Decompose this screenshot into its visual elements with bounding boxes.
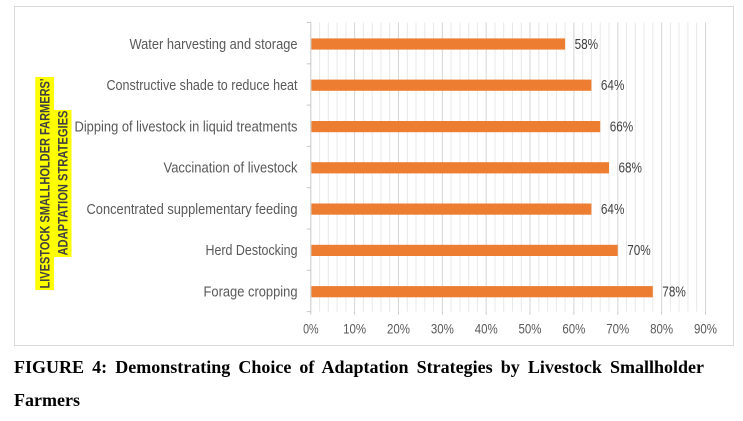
svg-text:Water harvesting and storage: Water harvesting and storage (130, 37, 298, 53)
svg-text:58%: 58% (575, 37, 599, 53)
svg-text:Forage cropping: Forage cropping (204, 285, 298, 301)
svg-text:60%: 60% (562, 321, 585, 337)
svg-text:0%: 0% (303, 321, 319, 337)
svg-text:70%: 70% (606, 321, 629, 337)
svg-text:Constructive shade to reduce h: Constructive shade to reduce heat (107, 78, 298, 94)
svg-text:10%: 10% (343, 321, 366, 337)
svg-text:30%: 30% (431, 321, 454, 337)
svg-text:20%: 20% (387, 321, 410, 337)
svg-text:66%: 66% (610, 119, 634, 135)
svg-text:64%: 64% (601, 202, 625, 218)
svg-text:40%: 40% (475, 321, 498, 337)
svg-text:Vaccination of livestock: Vaccination of livestock (164, 161, 299, 177)
svg-text:68%: 68% (619, 161, 643, 177)
svg-text:Herd Destocking: Herd Destocking (206, 243, 298, 259)
svg-text:90%: 90% (694, 321, 717, 337)
svg-text:LIVESTOCK SMALLHOLDER FARMERS: LIVESTOCK SMALLHOLDER FARMERS' (37, 79, 53, 289)
svg-text:70%: 70% (627, 243, 651, 259)
svg-text:64%: 64% (601, 78, 625, 94)
svg-text:Concentrated supplementary fee: Concentrated supplementary feeding (87, 202, 298, 218)
svg-text:78%: 78% (662, 285, 686, 301)
svg-text:50%: 50% (519, 321, 542, 337)
svg-text:ADAPTATION STRATEGIES: ADAPTATION STRATEGIES (54, 111, 70, 256)
svg-text:80%: 80% (650, 321, 673, 337)
svg-text:Dipping of livestock in liquid: Dipping of livestock in liquid treatment… (75, 119, 298, 135)
